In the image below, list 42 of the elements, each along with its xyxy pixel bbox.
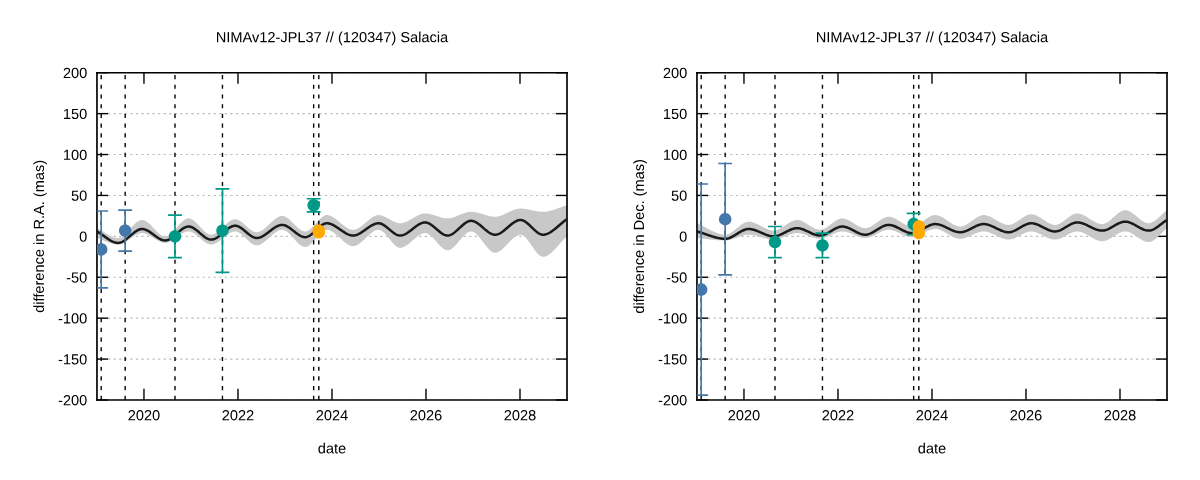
x-tick-label: 2020	[728, 410, 760, 421]
point	[118, 224, 132, 237]
x-tick-label: 2024	[316, 410, 348, 421]
y-tick-label: -150	[58, 354, 87, 365]
y-tick-label: -50	[666, 272, 687, 283]
y-tick-label: 0	[679, 231, 687, 242]
x-tick-label: 2026	[410, 410, 442, 421]
y-tick-label: -100	[58, 313, 87, 324]
point	[718, 212, 732, 226]
chart-title: NIMAv12-JPL37 // (120347) Salacia	[216, 31, 449, 46]
x-tick-label: 2028	[1104, 410, 1136, 421]
y-tick-label: 150	[64, 108, 87, 120]
x-tick-label: 2028	[504, 410, 536, 421]
x-tick-label: 2026	[1010, 410, 1042, 421]
y-tick-label: -50	[66, 272, 87, 283]
y-tick-label: 200	[663, 67, 687, 79]
x-tick-label: 2022	[222, 410, 254, 421]
y-tick-label: 50	[671, 190, 687, 201]
chart-title: NIMAv12-JPL37 // (120347) Salacia	[816, 31, 1049, 46]
y-tick-label: 150	[664, 108, 687, 120]
y-tick-label: 100	[64, 149, 87, 160]
x-tick-label: 2020	[128, 410, 160, 421]
y-tick-label: 100	[664, 149, 687, 160]
y-axis-title: difference in R.A. (mas)	[33, 160, 47, 313]
x-tick-label: 2022	[822, 410, 854, 421]
x-tick-label: 2024	[916, 410, 948, 421]
y-tick-label: 50	[71, 190, 87, 201]
y-tick-label: -150	[658, 354, 687, 365]
point	[696, 283, 708, 296]
point	[168, 230, 182, 243]
y-tick-label: 0	[79, 231, 87, 242]
x-axis-title: date	[318, 442, 346, 454]
y-tick-label: -200	[58, 395, 87, 406]
y-axis-title: difference in Dec. (mas)	[633, 159, 647, 314]
point	[216, 224, 229, 237]
y-tick-label: -100	[658, 313, 687, 324]
point	[816, 239, 829, 252]
y-tick-label: -200	[658, 395, 687, 406]
point	[768, 235, 782, 249]
y-tick-label: 200	[63, 67, 87, 79]
point	[96, 243, 108, 256]
x-axis-title: date	[918, 442, 946, 454]
